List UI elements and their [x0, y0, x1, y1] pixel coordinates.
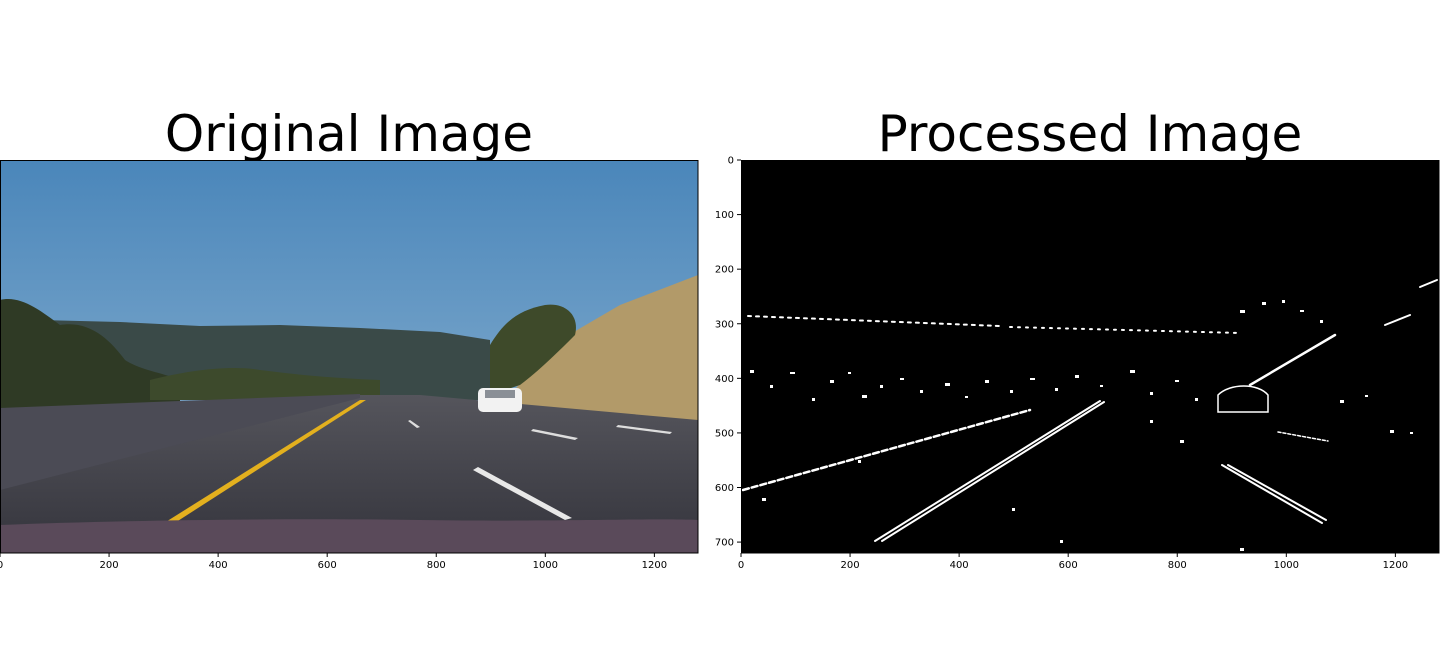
- processed-y-tick-label: 600: [715, 483, 734, 494]
- treeline: [150, 368, 380, 400]
- processed-y-tick-label: 400: [715, 374, 734, 385]
- hillside: [505, 275, 698, 420]
- original-road-photo: [0, 160, 698, 553]
- processed-y-tick-label: 300: [715, 319, 734, 330]
- processed-y-axis: 0 100 200 300 400 500 600 700: [715, 156, 741, 549]
- barrier: [0, 394, 360, 490]
- processed-y-tick-label: 700: [715, 538, 734, 549]
- processed-y-tick-label: 100: [715, 210, 734, 221]
- processed-y-tick-label: 200: [715, 265, 734, 276]
- original-x-tick-label: 600: [318, 560, 337, 571]
- edge-car: [1217, 385, 1269, 413]
- white-lane-dash: [531, 429, 578, 440]
- processed-x-tick-label: 600: [1059, 560, 1078, 571]
- original-x-tick-label: 1000: [533, 560, 558, 571]
- edge-barrier: [741, 408, 1032, 492]
- processed-image-title: Processed Image: [877, 105, 1303, 163]
- processed-binary-image: [741, 160, 1439, 553]
- processed-y-tick-label: 500: [715, 428, 734, 439]
- processed-x-tick-label: 1200: [1383, 560, 1408, 571]
- edge-dash-outer: [1221, 464, 1323, 524]
- original-image-title: Original Image: [164, 105, 534, 163]
- processed-x-tick-label: 200: [841, 560, 860, 571]
- processed-x-tick-label: 0: [738, 560, 744, 571]
- yellow-lane-line: [145, 400, 366, 535]
- edge-dash-inner: [1227, 464, 1327, 521]
- processed-x-tick-label: 800: [1168, 560, 1187, 571]
- edge-horizon: [747, 315, 1001, 327]
- white-lane-dash: [473, 467, 572, 520]
- edge-noise: [750, 300, 1413, 551]
- detected-edges: [741, 279, 1438, 542]
- white-lane-dash: [616, 425, 672, 434]
- trees-right: [490, 304, 576, 395]
- edge-hill: [1248, 333, 1337, 387]
- processed-y-tick-label: 0: [728, 156, 734, 167]
- original-x-tick-label: 800: [427, 560, 446, 571]
- original-x-tick-label: 1200: [642, 560, 667, 571]
- edge-yellow-inner: [881, 401, 1105, 542]
- original-x-axis: 0 200 400 600 800 1000 1200: [0, 553, 667, 571]
- original-x-tick-label: 0: [0, 560, 3, 571]
- original-x-tick-label: 400: [209, 560, 228, 571]
- trees-left: [0, 299, 180, 410]
- processed-x-tick-label: 1000: [1274, 560, 1299, 571]
- car-hood: [0, 519, 698, 553]
- original-x-tick-label: 200: [100, 560, 119, 571]
- processed-x-tick-label: 400: [950, 560, 969, 571]
- processed-x-axis: 0 200 400 600 800 1000 1200: [738, 553, 1408, 571]
- processed-axes-frame: [741, 160, 1440, 554]
- edge-yellow-outer: [874, 400, 1101, 542]
- white-lane-dash: [408, 420, 420, 428]
- original-axes-frame: [0, 160, 699, 554]
